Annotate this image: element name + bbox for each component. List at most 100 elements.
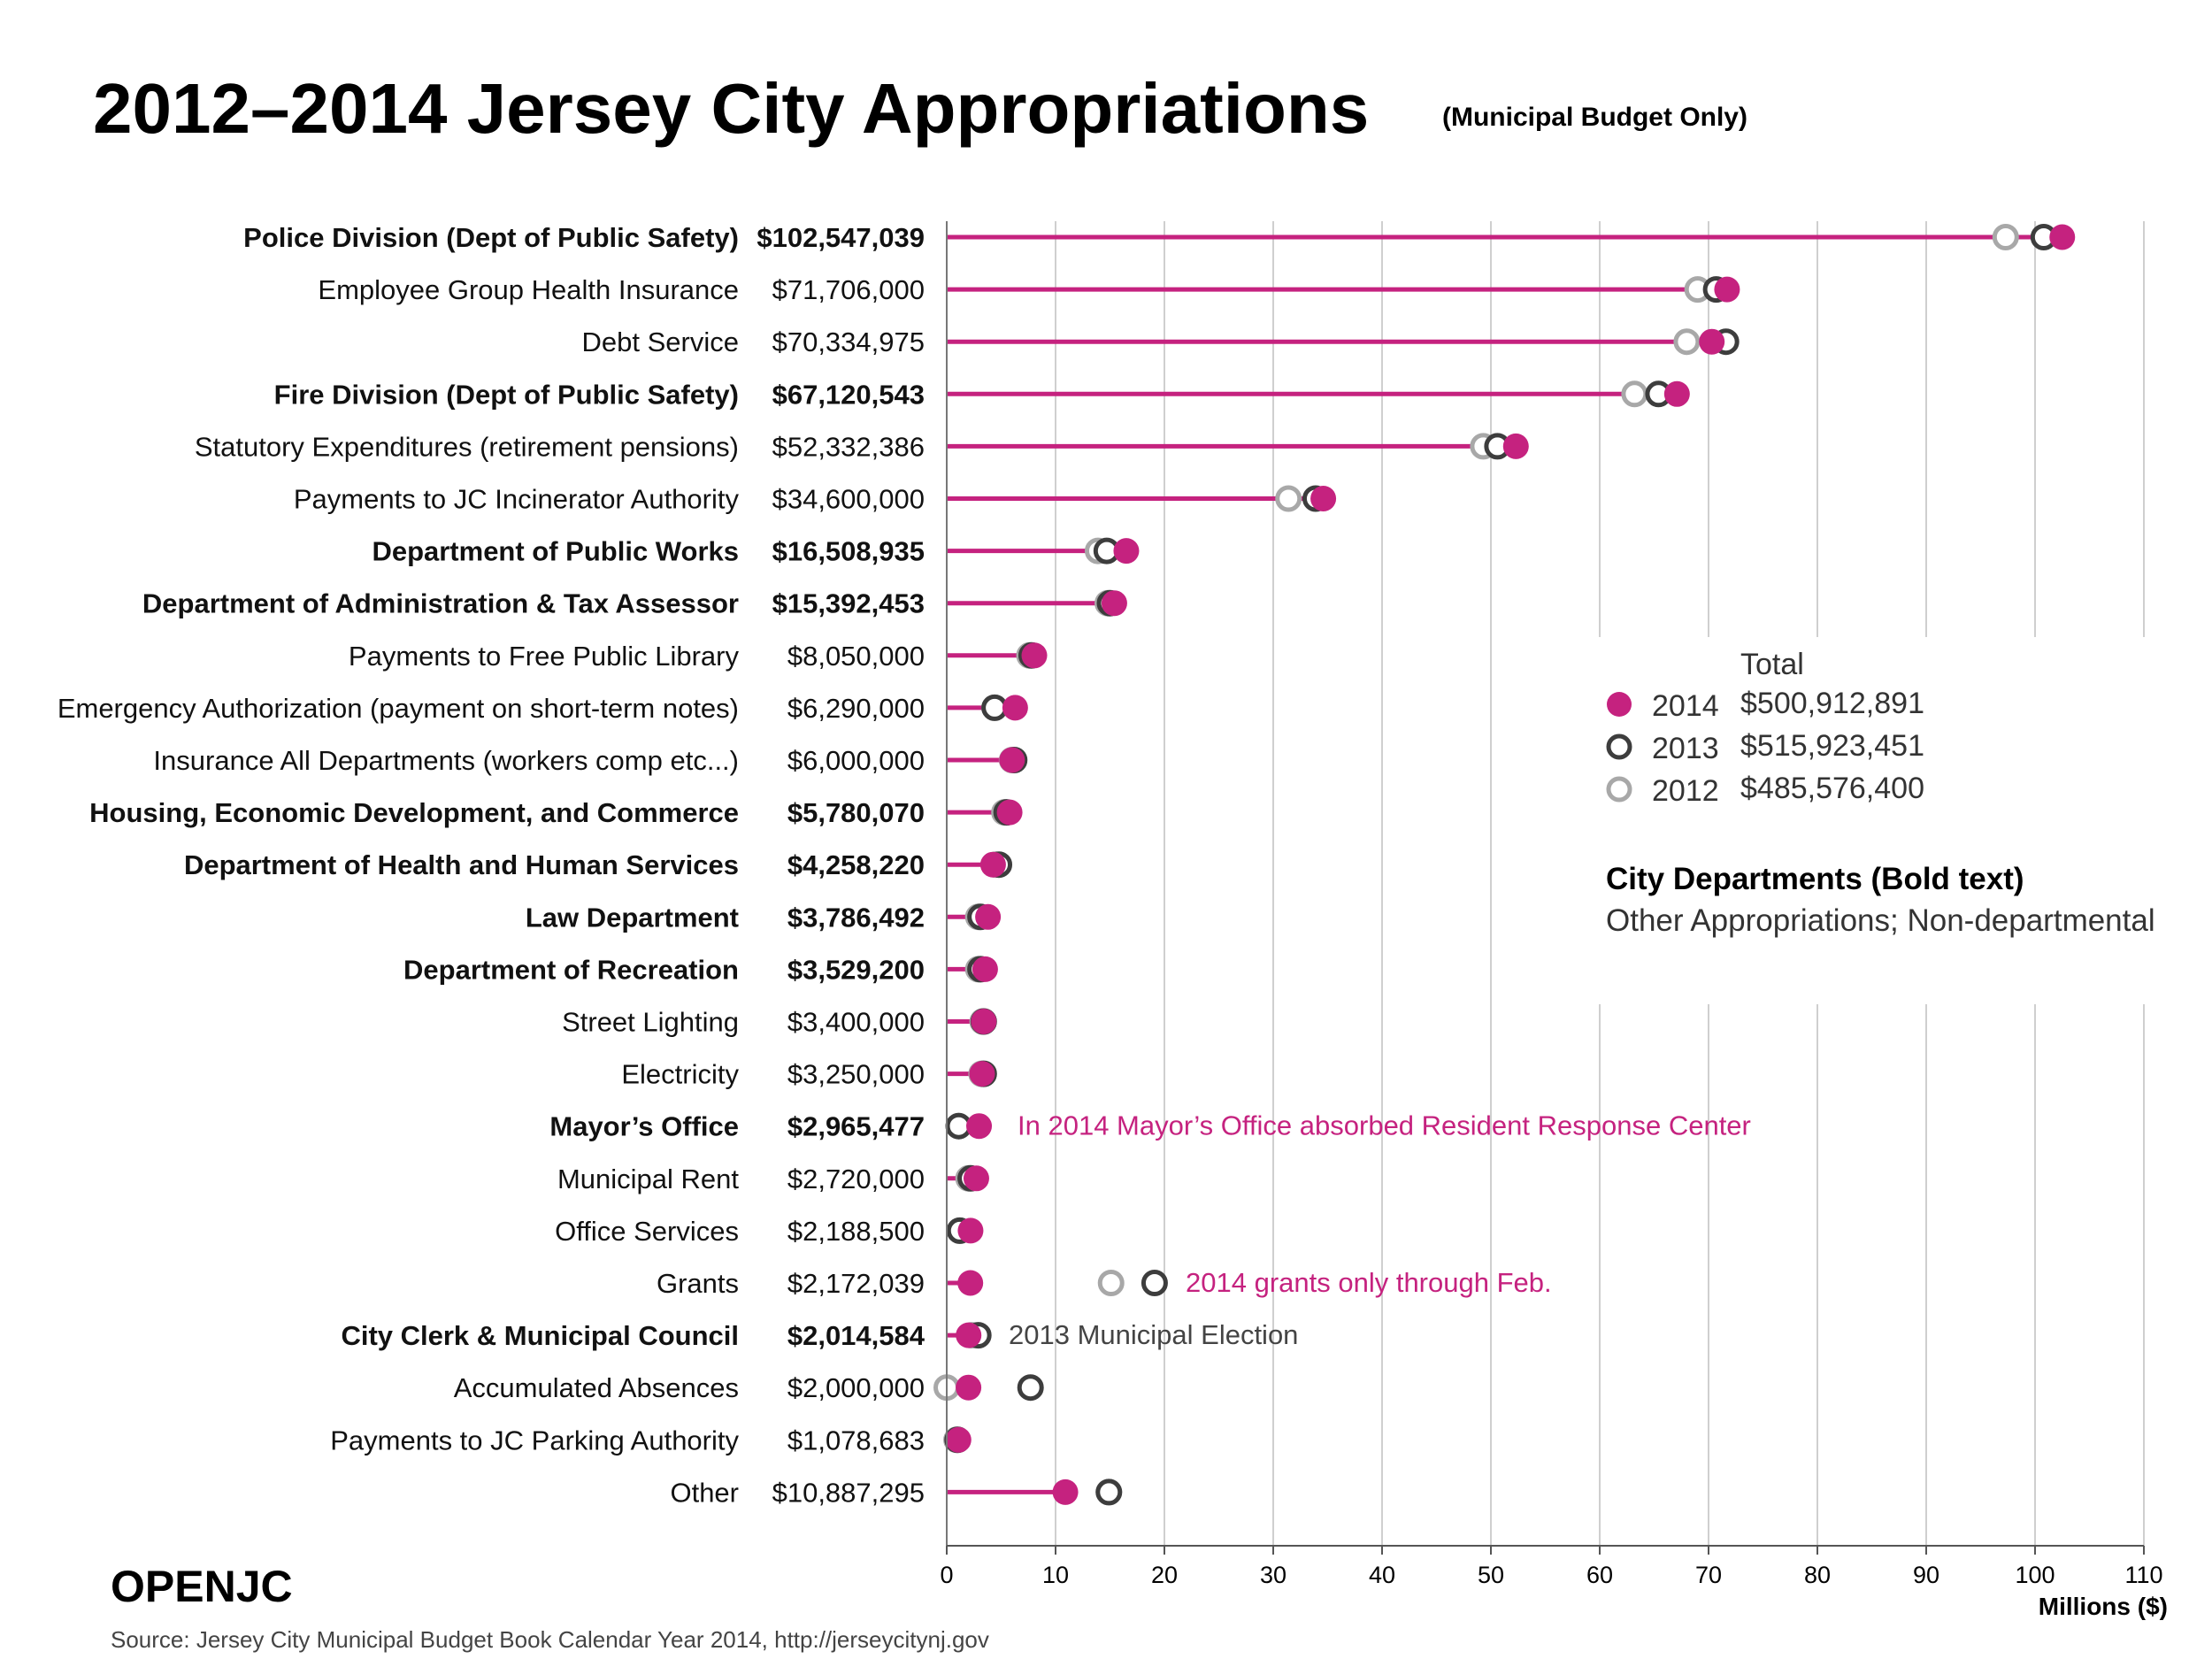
x-axis: 0 10 20 30 40 50 60 70 80 90 100 110 bbox=[940, 221, 2163, 1588]
x-tick-label: 50 bbox=[1478, 1562, 1504, 1588]
x-tick-label: 20 bbox=[1151, 1562, 1178, 1588]
row-amount: $6,000,000 bbox=[787, 745, 925, 776]
x-tick-label: 110 bbox=[2124, 1562, 2162, 1588]
row-amount: $2,014,584 bbox=[787, 1320, 926, 1351]
row-label: Law Department bbox=[526, 902, 739, 933]
point-2014 bbox=[1021, 642, 1048, 669]
data-row: Insurance All Departments (workers comp … bbox=[153, 745, 1028, 776]
point-2014 bbox=[1663, 380, 1690, 407]
data-row: Mayor’s Office $2,965,477 bbox=[549, 1111, 993, 1142]
row-label: Mayor’s Office bbox=[549, 1111, 739, 1142]
row-label: Street Lighting bbox=[562, 1007, 739, 1038]
point-2014 bbox=[945, 1426, 972, 1453]
point-2012 bbox=[1097, 1270, 1125, 1296]
row-label: Office Services bbox=[555, 1216, 739, 1247]
data-row: Street Lighting $3,400,000 bbox=[562, 1007, 997, 1038]
row-amount: $102,547,039 bbox=[757, 222, 925, 253]
legend-total: $515,923,451 bbox=[1740, 729, 1924, 763]
data-row: Office Services $2,188,500 bbox=[555, 1216, 984, 1247]
row-label: Police Division (Dept of Public Safety) bbox=[243, 222, 739, 253]
point-2014 bbox=[1002, 695, 1028, 721]
legend-marker-2013 bbox=[1606, 733, 1632, 760]
point-2014 bbox=[2049, 224, 2076, 250]
data-row: Department of Recreation $3,529,200 bbox=[403, 954, 998, 985]
point-2012 bbox=[1992, 224, 2019, 250]
point-2014 bbox=[1052, 1479, 1079, 1505]
data-row: Other $10,887,295 bbox=[670, 1477, 1123, 1508]
legend: Total 2014 $500,912,891 2013 $515,923,451 20… bbox=[1606, 648, 1924, 808]
point-2014 bbox=[957, 1270, 984, 1296]
row-label: Housing, Economic Development, and Comme… bbox=[89, 797, 739, 828]
row-label: Debt Service bbox=[582, 326, 739, 357]
data-row: Fire Division (Dept of Public Safety) $67… bbox=[274, 379, 1690, 410]
row-amount: $2,172,039 bbox=[787, 1268, 925, 1299]
row-amount: $4,258,220 bbox=[787, 849, 925, 880]
point-2014 bbox=[957, 1217, 984, 1244]
data-row: Payments to JC Incinerator Authority $34,… bbox=[294, 484, 1337, 515]
row-amount: $34,600,000 bbox=[772, 484, 925, 515]
point-2014 bbox=[975, 903, 1002, 930]
point-2014 bbox=[979, 851, 1006, 878]
row-label: Department of Health and Human Services bbox=[184, 849, 739, 880]
legend-background bbox=[1597, 637, 2163, 1004]
point-2013 bbox=[1095, 1479, 1123, 1506]
annotation-text: 2013 Municipal Election bbox=[1009, 1319, 1298, 1350]
row-label: Department of Recreation bbox=[403, 954, 739, 985]
data-row: City Clerk & Municipal Council $2,014,584 bbox=[341, 1320, 992, 1351]
row-label: Department of Public Works bbox=[372, 536, 739, 567]
row-label: Insurance All Departments (workers comp … bbox=[153, 745, 739, 776]
row-label: Payments to JC Incinerator Authority bbox=[294, 484, 740, 515]
row-amount: $70,334,975 bbox=[772, 326, 925, 357]
point-2014 bbox=[966, 1113, 993, 1140]
x-axis-label: Millions ($) bbox=[2039, 1593, 2168, 1620]
x-tick-label: 70 bbox=[1695, 1562, 1722, 1588]
legend-year: 2014 bbox=[1652, 689, 1719, 723]
row-amount: $52,332,386 bbox=[772, 431, 925, 462]
point-2013 bbox=[1141, 1270, 1168, 1296]
row-amount: $3,400,000 bbox=[787, 1007, 925, 1038]
data-row: Municipal Rent $2,720,000 bbox=[557, 1164, 989, 1194]
row-amount: $10,887,295 bbox=[772, 1477, 925, 1508]
x-tick-label: 40 bbox=[1369, 1562, 1395, 1588]
row-label: Department of Administration & Tax Asses… bbox=[142, 588, 739, 619]
data-row: Payments to JC Parking Authority $1,078,6… bbox=[330, 1425, 972, 1455]
data-rows: Police Division (Dept of Public Safety) $… bbox=[58, 222, 2076, 1508]
row-amount: $3,250,000 bbox=[787, 1059, 925, 1090]
point-2014 bbox=[999, 747, 1025, 773]
row-label: Emergency Authorization (payment on shor… bbox=[58, 693, 739, 724]
row-amount: $5,780,070 bbox=[787, 797, 925, 828]
row-label: Other bbox=[670, 1477, 739, 1508]
source-note: Source: Jersey City Municipal Budget Boo… bbox=[111, 1626, 989, 1653]
data-row: Department of Administration & Tax Asses… bbox=[142, 588, 1127, 619]
point-2014 bbox=[1699, 328, 1725, 355]
row-label: Employee Group Health Insurance bbox=[318, 274, 739, 305]
row-label: Accumulated Absences bbox=[454, 1372, 739, 1403]
legend-note-normal: Other Appropriations; Non-departmental bbox=[1606, 903, 2155, 938]
row-amount: $15,392,453 bbox=[772, 588, 925, 619]
data-row: Department of Health and Human Services $… bbox=[184, 849, 1013, 880]
x-tick-label: 60 bbox=[1586, 1562, 1613, 1588]
chart-title: 2012–2014 Jersey City Appropriations bbox=[93, 69, 1369, 148]
row-amount: $2,188,500 bbox=[787, 1216, 925, 1247]
x-tick-label: 80 bbox=[1804, 1562, 1831, 1588]
annotation-text: In 2014 Mayor’s Office absorbed Resident… bbox=[1018, 1110, 1751, 1141]
row-amount: $16,508,935 bbox=[772, 536, 925, 567]
legend-year: 2012 bbox=[1652, 774, 1719, 808]
row-amount: $3,529,200 bbox=[787, 954, 925, 985]
data-row: Employee Group Health Insurance $71,706,0… bbox=[318, 274, 1740, 305]
legend-marker-2012 bbox=[1606, 776, 1632, 803]
data-row: Accumulated Absences $2,000,000 bbox=[454, 1372, 1044, 1403]
x-tick-label: 0 bbox=[940, 1562, 953, 1588]
row-label: Payments to JC Parking Authority bbox=[330, 1425, 739, 1455]
row-label: Municipal Rent bbox=[557, 1164, 739, 1194]
point-2014 bbox=[996, 799, 1023, 826]
data-row: Electricity $3,250,000 bbox=[621, 1059, 997, 1090]
data-row: Payments to Free Public Library $8,050,00… bbox=[349, 641, 1048, 672]
data-row: Police Division (Dept of Public Safety) $… bbox=[243, 222, 2076, 253]
point-2013 bbox=[1017, 1374, 1044, 1402]
data-row: Grants $2,172,039 bbox=[657, 1268, 1168, 1299]
data-row: Law Department $3,786,492 bbox=[526, 902, 1002, 933]
annotation-text: 2014 grants only through Feb. bbox=[1186, 1267, 1552, 1298]
point-2014 bbox=[956, 1374, 982, 1401]
